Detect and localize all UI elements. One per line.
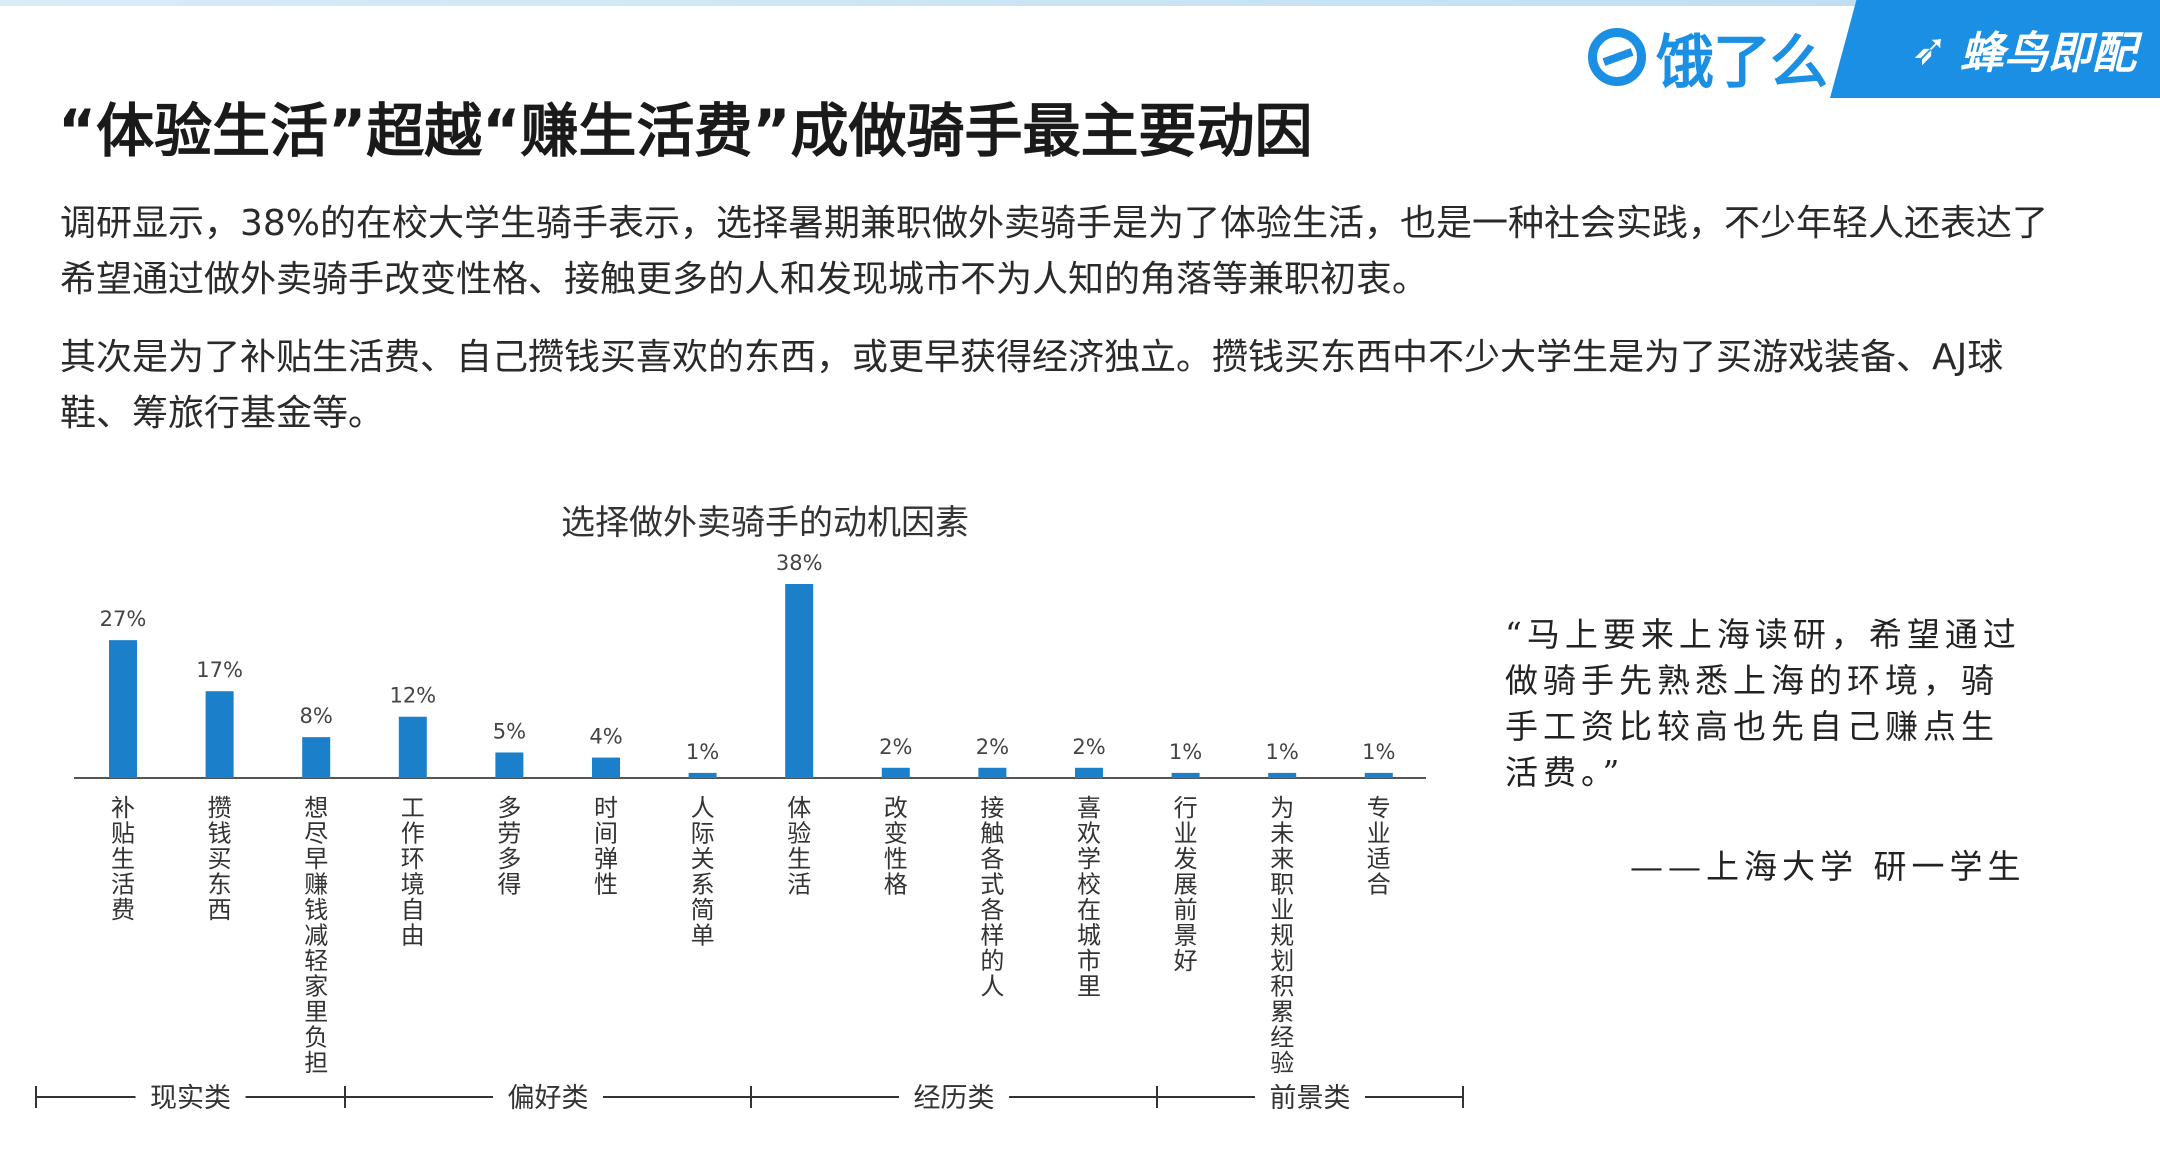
data-label-6: 4% — [589, 725, 622, 749]
category-label-3: 想尽早赚钱减轻家里负担 — [304, 794, 328, 1077]
data-label-9: 2% — [879, 735, 912, 759]
category-label-2: 攒钱买东西 — [208, 794, 232, 924]
bar-8 — [785, 584, 814, 778]
category-label-12: 行业发展前景好 — [1174, 794, 1198, 975]
category-label-10: 接触各式各样的人 — [980, 794, 1004, 1001]
bar-5 — [495, 752, 524, 778]
category-label-9: 改变性格 — [884, 794, 908, 899]
eleme-e-icon — [1588, 28, 1646, 86]
bar-12 — [1171, 772, 1200, 778]
paragraph-2: 其次是为了补贴生活费、自己攒钱买喜欢的东西，或更早获得经济独立。攒钱买东西中不少… — [60, 337, 2004, 434]
data-label-13: 1% — [1266, 740, 1299, 764]
eleme-logo: 饿了么 — [1588, 14, 1828, 100]
bar-3 — [302, 737, 331, 778]
bar-4 — [398, 716, 427, 778]
group-label-3: 经历类 — [914, 1083, 995, 1114]
data-label-7: 1% — [686, 740, 719, 764]
bar-11 — [1075, 767, 1103, 778]
paragraph-1: 调研显示，38%的在校大学生骑手表示，选择暑期兼职做外卖骑手是为了体验生活，也是… — [60, 203, 2049, 300]
fengniao-logo: ➶ 蜂鸟即配 — [1830, 0, 2160, 98]
motivation-bar-chart: 选择做外卖骑手的动机因素 27% 补贴生活费 17% 攒钱买东西 8% 想尽早赚钱减轻家里负… — [35, 503, 1464, 1119]
data-label-2: 17% — [196, 658, 243, 682]
group-label-2: 偏好类 — [508, 1083, 589, 1114]
group-label-1: 现实类 — [150, 1083, 231, 1114]
category-label-5: 多劳多得 — [497, 794, 521, 899]
bar-6 — [592, 757, 620, 778]
data-label-3: 8% — [300, 704, 333, 728]
category-label-1: 补贴生活费 — [111, 794, 135, 924]
group-label-bg-1 — [135, 1075, 246, 1119]
quote-source: ——上海大学 研一学生 — [1630, 847, 2026, 886]
top-accent-strip — [0, 0, 2160, 6]
group-label-bg-2 — [493, 1075, 603, 1119]
category-label-11: 喜欢学校在城市里 — [1077, 794, 1101, 1001]
data-label-14: 1% — [1362, 740, 1395, 764]
category-label-13: 为未来职业规划积累经验 — [1270, 794, 1294, 1077]
category-label-6: 时间弹性 — [594, 794, 618, 899]
data-label-8: 38% — [776, 551, 823, 575]
data-label-10: 2% — [976, 735, 1009, 759]
group-label-bg-4 — [1255, 1075, 1365, 1119]
data-label-1: 27% — [100, 607, 147, 631]
category-label-8: 体验生活 — [787, 794, 811, 899]
bar-14 — [1364, 772, 1393, 778]
bar-9 — [881, 767, 910, 778]
eleme-logo-text: 饿了么 — [1656, 28, 1828, 96]
data-label-5: 5% — [493, 719, 526, 743]
bar-1 — [109, 640, 137, 778]
category-label-4: 工作环境自由 — [401, 794, 425, 950]
category-label-14: 专业适合 — [1367, 794, 1391, 899]
data-label-11: 2% — [1072, 735, 1105, 759]
data-label-4: 12% — [389, 684, 436, 708]
bar-10 — [978, 767, 1007, 778]
group-label-bg-3 — [899, 1075, 1009, 1119]
category-label-7: 人际关系简单 — [691, 794, 715, 950]
bird-icon: ➶ — [1911, 23, 1948, 75]
bar-13 — [1268, 772, 1297, 778]
fengniao-logo-text: 蜂鸟即配 — [1960, 28, 2136, 79]
bar-2 — [205, 691, 234, 778]
data-label-12: 1% — [1169, 740, 1202, 764]
bar-7 — [688, 772, 717, 778]
group-label-4: 前景类 — [1270, 1083, 1351, 1114]
chart-title: 选择做外卖骑手的动机因素 — [561, 503, 969, 543]
page-title: “体验生活”超越“赚生活费”成做骑手最主要动因 — [58, 97, 1313, 165]
student-quote: “马上要来上海读研，希望通过做骑手先熟悉上海的环境，骑手工资比较高也先自己赚点生… — [1505, 615, 2021, 792]
